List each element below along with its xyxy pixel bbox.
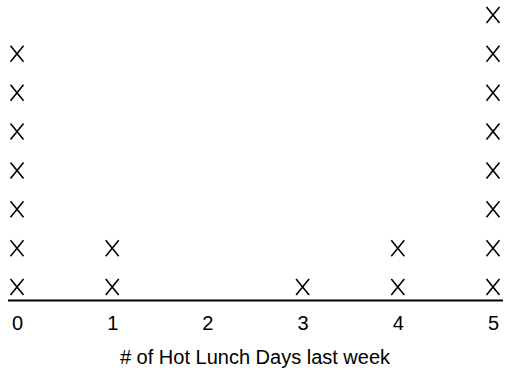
dot-marker [11,124,24,140]
dot-marker [486,240,499,256]
dot-marker [486,279,499,295]
dot-column [391,240,404,295]
dot-marker [11,240,24,256]
tick-label: 1 [107,312,118,334]
plot-area [11,7,500,295]
x-axis: 0 1 2 3 4 5 [8,300,503,334]
tick: 1 [107,300,118,334]
dot-marker [106,279,119,295]
dot-marker [391,279,404,295]
tick: 3 [298,300,309,334]
tick-label: 2 [202,312,213,334]
dot-marker [11,85,24,101]
dot-marker [11,46,24,62]
tick-label: 0 [12,312,23,334]
dot-marker [11,279,24,295]
dot-column [11,46,24,295]
tick-label: 5 [488,312,499,334]
dot-marker [486,7,499,23]
dot-marker [486,85,499,101]
dot-marker [486,162,499,178]
x-axis-title: # of Hot Lunch Days last week [120,346,391,368]
chart: 0 1 2 3 4 5 # of Hot Lunch Days last week [0,0,512,380]
dot-marker [296,279,309,295]
dot-marker [486,201,499,217]
dot-marker [486,46,499,62]
tick-label: 4 [393,312,404,334]
dot-marker [106,240,119,256]
dot-column [486,7,499,295]
tick: 4 [393,300,404,334]
dot-marker [11,201,24,217]
tick: 2 [202,300,213,334]
dot-marker [486,124,499,140]
tick: 0 [12,300,23,334]
dot-column [106,240,119,295]
dot-marker [391,240,404,256]
dot-column [296,279,309,295]
dot-marker [11,162,24,178]
tick-label: 3 [298,312,309,334]
axis-line [8,299,503,301]
tick: 5 [488,300,499,334]
